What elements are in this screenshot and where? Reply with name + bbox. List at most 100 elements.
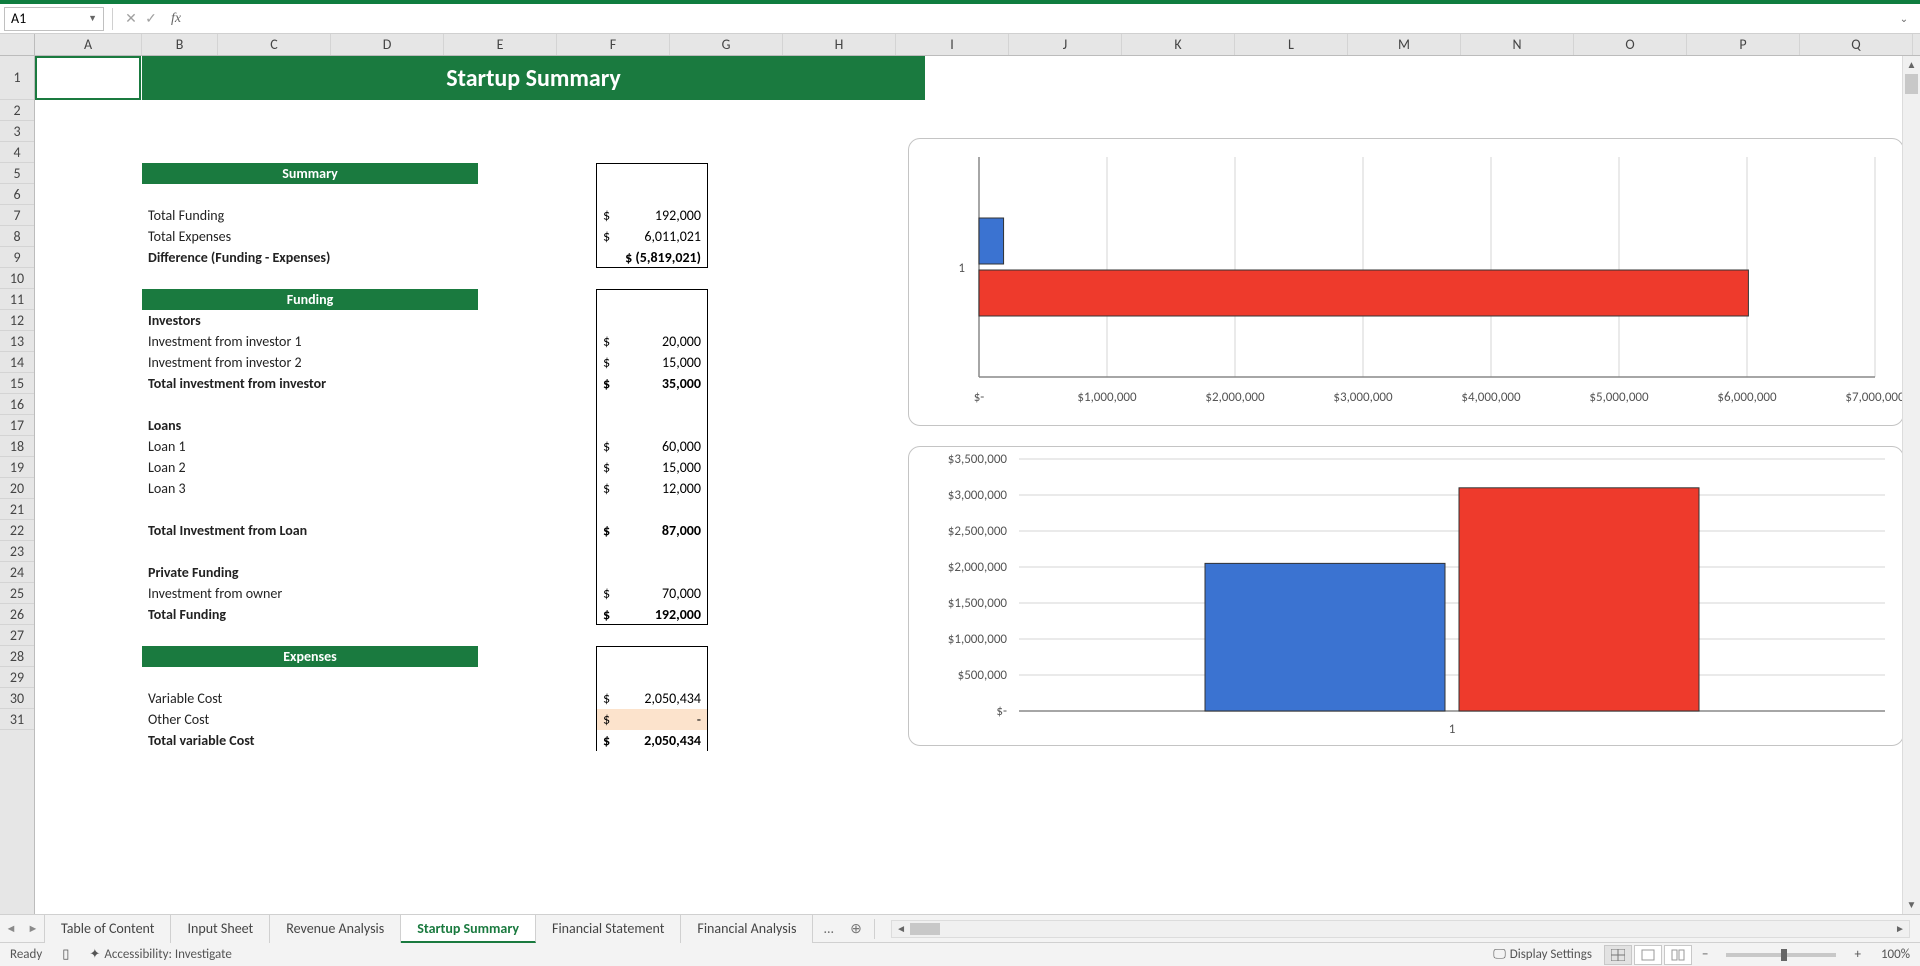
select-all-triangle[interactable] <box>0 34 35 55</box>
sheet-tab[interactable]: Startup Summary <box>401 915 536 943</box>
add-sheet-icon[interactable]: ⊕ <box>844 920 868 937</box>
value-box <box>596 562 708 583</box>
row-header[interactable]: 14 <box>0 352 34 373</box>
accessibility-status[interactable]: ✦Accessibility: Investigate <box>79 947 241 962</box>
column-header[interactable]: I <box>896 34 1009 55</box>
tab-overflow[interactable]: ... <box>813 920 844 937</box>
scroll-thumb[interactable] <box>1905 74 1918 94</box>
column-header[interactable]: O <box>1574 34 1687 55</box>
fx-icon[interactable]: fx <box>171 11 181 27</box>
row-header[interactable]: 29 <box>0 667 34 688</box>
row-header[interactable]: 31 <box>0 709 34 730</box>
zoom-slider[interactable] <box>1726 953 1836 957</box>
row-header[interactable]: 23 <box>0 541 34 562</box>
row-header[interactable]: 24 <box>0 562 34 583</box>
name-box-value: A1 <box>11 10 26 27</box>
column-header[interactable]: F <box>557 34 670 55</box>
value-inv2: $15,000 <box>596 352 708 373</box>
row-header[interactable]: 28 <box>0 646 34 667</box>
row-header[interactable]: 16 <box>0 394 34 415</box>
sheet-tab[interactable]: Financial Statement <box>536 915 681 943</box>
svg-text:$3,000,000: $3,000,000 <box>948 488 1008 503</box>
sheet-tab[interactable]: Financial Analysis <box>681 915 813 943</box>
formula-expand-icon[interactable]: ⌄ <box>1894 12 1914 25</box>
sheet-tab[interactable]: Input Sheet <box>171 915 270 943</box>
column-header[interactable]: H <box>783 34 896 55</box>
scroll-down-icon[interactable]: ▼ <box>1903 896 1920 914</box>
hscroll-thumb[interactable] <box>910 923 940 935</box>
row-header[interactable]: 20 <box>0 478 34 499</box>
zoom-thumb[interactable] <box>1781 949 1787 961</box>
column-header[interactable]: D <box>331 34 444 55</box>
column-header[interactable]: J <box>1009 34 1122 55</box>
column-header[interactable]: G <box>670 34 783 55</box>
row-header[interactable]: 5 <box>0 163 34 184</box>
formula-bar: A1 ▼ ✕ ✓ fx ⌄ <box>0 4 1920 34</box>
row-header[interactable]: 11 <box>0 289 34 310</box>
column-header[interactable]: C <box>218 34 331 55</box>
row-header[interactable]: 18 <box>0 436 34 457</box>
column-header[interactable]: Q <box>1800 34 1913 55</box>
row-header[interactable]: 8 <box>0 226 34 247</box>
view-page-layout-icon[interactable] <box>1634 945 1662 965</box>
vertical-scrollbar[interactable]: ▲ ▼ <box>1902 56 1920 914</box>
label-difference: Difference (Funding - Expenses) <box>146 247 330 268</box>
row-header[interactable]: 13 <box>0 331 34 352</box>
name-box-dropdown-icon[interactable]: ▼ <box>88 13 97 24</box>
chart-costs[interactable]: $-$500,000$1,000,000$1,500,000$2,000,000… <box>908 446 1904 746</box>
column-header[interactable]: A <box>35 34 142 55</box>
macro-record-icon[interactable]: ▯ <box>52 947 79 962</box>
row-header[interactable]: 21 <box>0 499 34 520</box>
chart-funding-vs-expenses[interactable]: $-$1,000,000$2,000,000$3,000,000$4,000,0… <box>908 138 1904 426</box>
column-header[interactable]: L <box>1235 34 1348 55</box>
column-header[interactable]: B <box>142 34 218 55</box>
hscroll-right-icon[interactable]: ► <box>1891 921 1909 937</box>
name-box[interactable]: A1 ▼ <box>4 7 104 31</box>
row-header[interactable]: 3 <box>0 121 34 142</box>
column-header[interactable]: K <box>1122 34 1235 55</box>
row-header[interactable]: 15 <box>0 373 34 394</box>
view-page-break-icon[interactable] <box>1664 945 1692 965</box>
column-header[interactable]: M <box>1348 34 1461 55</box>
tab-nav-next-icon[interactable]: ► <box>22 922 44 935</box>
zoom-in-icon[interactable]: + <box>1844 947 1870 962</box>
zoom-out-icon[interactable]: − <box>1692 947 1718 962</box>
column-headers: ABCDEFGHIJKLMNOPQ <box>0 34 1920 56</box>
cancel-icon[interactable]: ✕ <box>121 10 141 27</box>
tab-nav-prev-icon[interactable]: ◄ <box>0 922 22 935</box>
sheet-tab[interactable]: Revenue Analysis <box>270 915 401 943</box>
row-header[interactable]: 9 <box>0 247 34 268</box>
row-headers: 1234567891011121314151617181920212223242… <box>0 56 35 914</box>
display-settings[interactable]: 🖵Display Settings <box>1483 947 1602 962</box>
column-header[interactable]: E <box>444 34 557 55</box>
svg-text:$-: $- <box>974 390 985 405</box>
row-header[interactable]: 19 <box>0 457 34 478</box>
zoom-level[interactable]: 100% <box>1871 947 1920 962</box>
column-header[interactable]: P <box>1687 34 1800 55</box>
row-header[interactable]: 27 <box>0 625 34 646</box>
row-header[interactable]: 4 <box>0 142 34 163</box>
row-header[interactable]: 26 <box>0 604 34 625</box>
value-box <box>596 415 708 436</box>
view-normal-icon[interactable] <box>1604 945 1632 965</box>
value-box <box>596 499 708 520</box>
row-header[interactable]: 6 <box>0 184 34 205</box>
enter-icon[interactable]: ✓ <box>141 10 161 27</box>
row-header[interactable]: 2 <box>0 100 34 121</box>
row-header[interactable]: 22 <box>0 520 34 541</box>
row-header[interactable]: 1 <box>0 56 34 100</box>
formula-input[interactable] <box>181 7 1894 31</box>
row-header[interactable]: 30 <box>0 688 34 709</box>
horizontal-scrollbar[interactable]: ◄ ► <box>891 920 1910 938</box>
row-header[interactable]: 17 <box>0 415 34 436</box>
row-header[interactable]: 7 <box>0 205 34 226</box>
sheet-tab[interactable]: Table of Content <box>44 915 171 943</box>
value-owner: $70,000 <box>596 583 708 604</box>
scroll-up-icon[interactable]: ▲ <box>1903 56 1920 74</box>
row-header[interactable]: 10 <box>0 268 34 289</box>
row-header[interactable]: 25 <box>0 583 34 604</box>
hscroll-left-icon[interactable]: ◄ <box>892 921 910 937</box>
column-header[interactable]: N <box>1461 34 1574 55</box>
row-header[interactable]: 12 <box>0 310 34 331</box>
cells-area[interactable]: Startup Summary Summary Total Funding $1… <box>35 56 1920 914</box>
